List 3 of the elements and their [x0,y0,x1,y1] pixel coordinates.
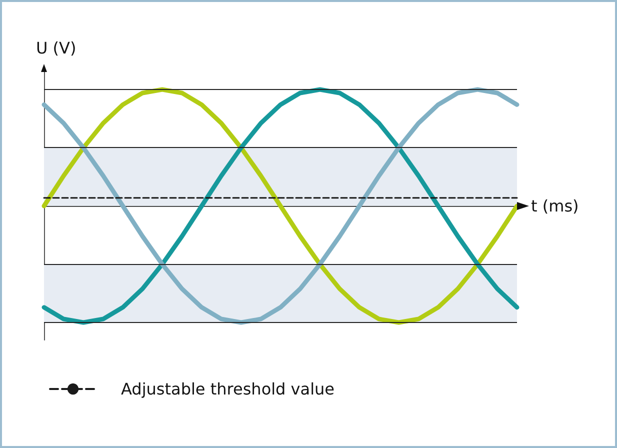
legend-label: Adjustable threshold value [121,380,334,398]
x-axis-title: t (ms) [531,196,579,216]
y-axis-title: U (V) [36,38,76,58]
